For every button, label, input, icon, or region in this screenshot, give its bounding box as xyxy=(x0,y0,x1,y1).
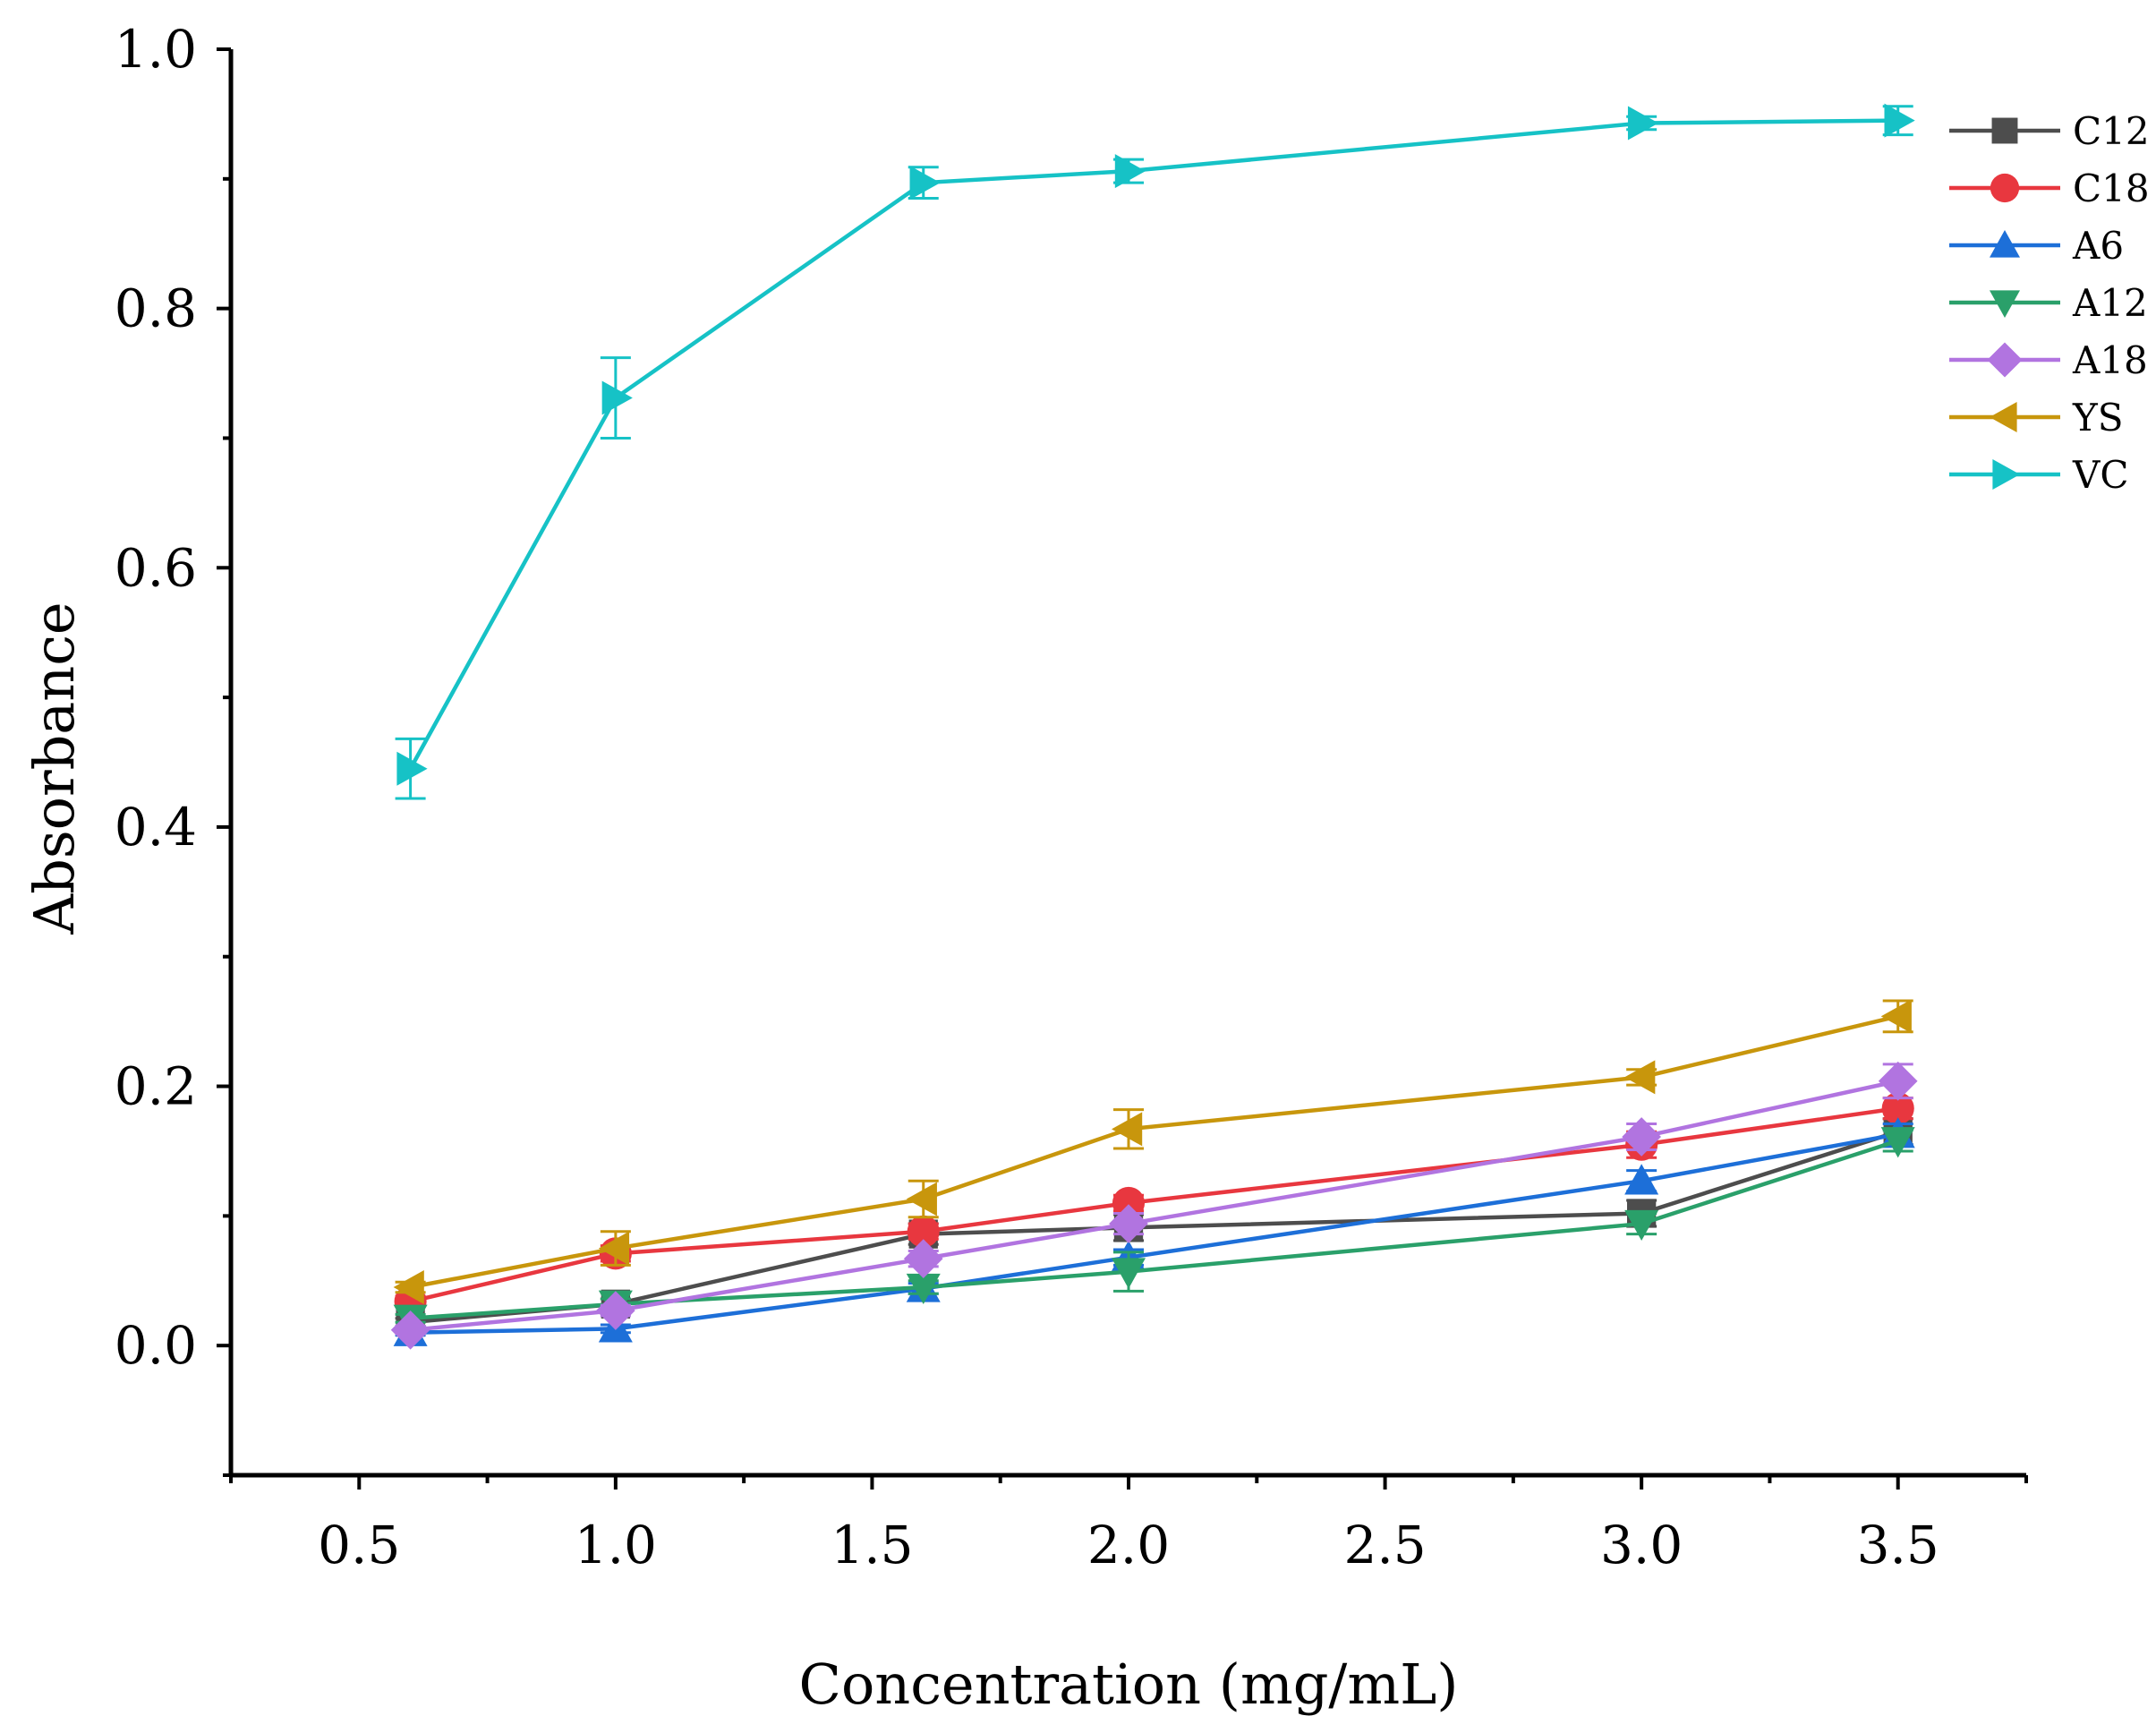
series-vc xyxy=(395,103,1915,800)
x-tick-label: 3.5 xyxy=(1857,1515,1939,1575)
data-point-marker xyxy=(906,1182,937,1217)
legend-item-c12: C12 xyxy=(1949,109,2150,153)
legend: C12 C18 A6 A12 A18 YS VC xyxy=(1949,109,2150,497)
legend-label: A18 xyxy=(2072,338,2148,382)
x-tick-label: 0.5 xyxy=(318,1515,400,1575)
series-layer xyxy=(390,103,1918,1350)
data-point-marker xyxy=(601,380,633,415)
x-tick-label: 2.5 xyxy=(1343,1515,1426,1575)
data-point-marker xyxy=(1990,290,2020,318)
data-point-marker xyxy=(1878,1061,1918,1101)
data-point-marker xyxy=(1624,1164,1659,1195)
legend-item-a6: A6 xyxy=(1949,224,2124,268)
x-axis-title: Concentration (mg/mL) xyxy=(799,1652,1459,1717)
data-point-marker xyxy=(1990,230,2020,258)
series-line xyxy=(410,1130,1899,1325)
x-tick-label: 3.0 xyxy=(1600,1515,1683,1575)
series-line xyxy=(410,1131,1899,1335)
data-point-marker xyxy=(1880,999,1912,1034)
legend-item-ys: YS xyxy=(1949,396,2124,440)
data-point-marker xyxy=(1112,1258,1146,1289)
legend-label: YS xyxy=(2072,396,2124,440)
x-tick-label: 1.5 xyxy=(831,1515,913,1575)
y-axis-title: Absorbance xyxy=(21,602,87,935)
legend-item-a12: A12 xyxy=(1949,281,2148,325)
legend-label: C12 xyxy=(2073,109,2150,153)
y-axis-ticks: 0.0 0.2 0.4 0.6 0.8 1.0 xyxy=(115,19,231,1477)
data-point-marker xyxy=(1884,103,1915,138)
series-ys xyxy=(393,999,1913,1305)
series-line xyxy=(410,1106,1899,1304)
data-point-marker xyxy=(1990,402,2017,432)
data-point-marker xyxy=(1992,459,2020,490)
data-point-marker xyxy=(1109,1204,1148,1243)
data-point-marker xyxy=(1624,1209,1659,1242)
data-point-marker xyxy=(1622,1117,1661,1157)
series-a18 xyxy=(390,1061,1918,1350)
legend-label: VC xyxy=(2072,453,2128,497)
legend-item-a18: A18 xyxy=(1949,338,2148,382)
y-tick-label: 0.6 xyxy=(115,537,197,598)
series-line xyxy=(410,1079,1899,1333)
series-line xyxy=(408,118,1898,770)
y-tick-label: 0.2 xyxy=(115,1056,197,1117)
data-point-marker xyxy=(1114,154,1146,189)
data-point-marker xyxy=(909,166,941,201)
y-tick-label: 0.4 xyxy=(115,797,197,858)
data-point-marker xyxy=(906,1273,941,1305)
legend-item-vc: VC xyxy=(1949,453,2128,497)
data-point-marker xyxy=(1990,173,2020,203)
data-point-marker xyxy=(1112,1186,1146,1219)
y-tick-label: 0.0 xyxy=(115,1315,197,1376)
data-point-marker xyxy=(393,1270,424,1305)
y-tick-label: 0.8 xyxy=(115,278,197,339)
data-point-marker xyxy=(396,751,428,786)
data-point-marker xyxy=(1987,342,2023,378)
legend-label: C18 xyxy=(2073,166,2150,210)
data-point-marker xyxy=(1991,117,2018,144)
x-axis-ticks: 0.5 1.0 1.5 2.0 2.5 3.0 3.5 xyxy=(229,1475,2028,1575)
x-tick-label: 1.0 xyxy=(575,1515,657,1575)
y-tick-label: 1.0 xyxy=(115,19,197,80)
data-point-marker xyxy=(1112,1112,1143,1147)
data-point-marker xyxy=(596,1291,635,1330)
data-point-marker xyxy=(390,1310,430,1350)
legend-label: A6 xyxy=(2072,224,2124,268)
data-point-marker xyxy=(1880,1127,1915,1158)
x-tick-label: 2.0 xyxy=(1087,1515,1170,1575)
data-point-marker xyxy=(903,1239,943,1279)
data-point-marker xyxy=(1627,106,1659,141)
series-line xyxy=(410,1139,1899,1321)
data-point-marker xyxy=(1881,1092,1914,1125)
legend-item-c18: C18 xyxy=(1949,166,2150,210)
data-point-marker xyxy=(907,1215,940,1248)
axes: 0.0 0.2 0.4 0.6 0.8 1.0 0.5 1.0 1.5 2.0 2.5 3.0 3.5 xyxy=(115,19,2028,1575)
series-line xyxy=(410,1014,1899,1290)
legend-label: A12 xyxy=(2072,281,2148,325)
data-point-marker xyxy=(598,1231,630,1266)
data-point-marker xyxy=(1624,1060,1656,1095)
